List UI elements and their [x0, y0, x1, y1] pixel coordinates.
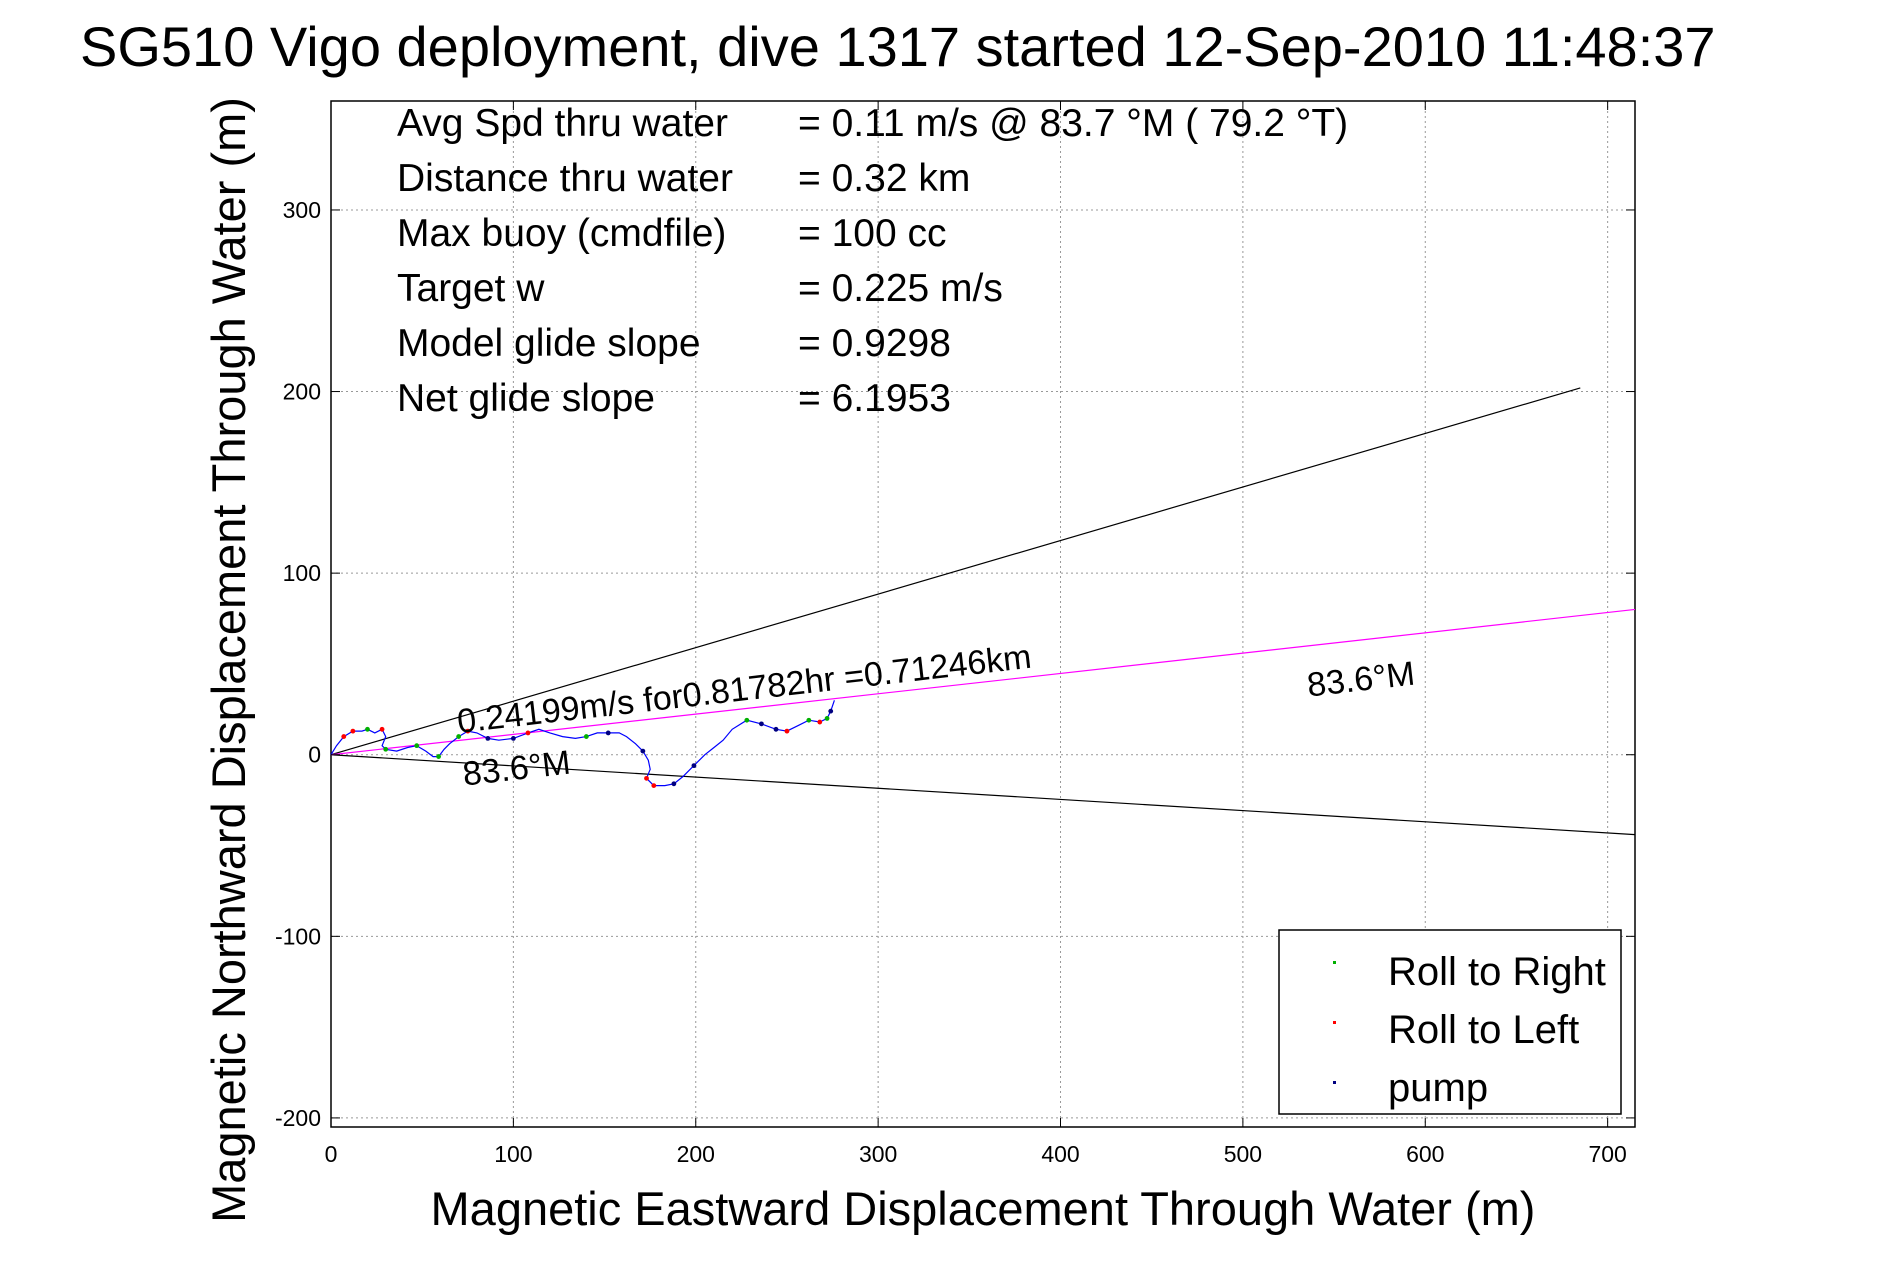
- y-tick-label: 200: [283, 379, 321, 405]
- legend-marker-pump: [1333, 1081, 1336, 1084]
- y-tick-label: -200: [275, 1105, 321, 1131]
- reference-line-1: [330, 754, 1636, 836]
- marker-pump: [691, 763, 697, 769]
- y-tick-label: 0: [308, 742, 321, 768]
- marker-roll-to-left: [379, 726, 385, 732]
- markers: [341, 708, 834, 789]
- y-tick-label: -100: [275, 923, 321, 949]
- x-tick-label: 700: [1588, 1141, 1626, 1167]
- info-label-speed: Avg Spd thru water: [397, 102, 728, 145]
- info-value-buoy: = 100 cc: [798, 212, 947, 255]
- info-label-buoy: Max buoy (cmdfile): [397, 212, 726, 255]
- marker-roll-to-left: [341, 734, 347, 739]
- x-tick-label: 300: [859, 1141, 897, 1167]
- chart-title: SG510 Vigo deployment, dive 1317 started…: [80, 15, 1716, 78]
- marker-pump: [671, 781, 677, 787]
- plot-frame: [330, 100, 1636, 1128]
- marker-roll-to-right: [744, 717, 750, 723]
- info-value-net-glide: = 6.1953: [798, 377, 951, 420]
- x-tick-label: 600: [1406, 1141, 1444, 1167]
- reference-lines: [330, 387, 1636, 836]
- marker-pump: [605, 730, 611, 736]
- info-value-target-w: = 0.225 m/s: [798, 267, 1003, 310]
- marker-pump: [773, 726, 779, 732]
- marker-roll-to-right: [806, 717, 812, 723]
- marker-roll-to-left: [651, 783, 657, 789]
- info-value-speed: = 0.11 m/s @ 83.7 °M ( 79.2 °T): [798, 102, 1348, 145]
- marker-roll-to-right: [414, 743, 420, 749]
- marker-roll-to-left: [784, 728, 790, 734]
- info-label-target-w: Target w: [397, 267, 545, 310]
- marker-roll-to-left: [465, 728, 471, 734]
- marker-roll-to-left: [350, 728, 356, 734]
- x-axis-label: Magnetic Eastward Displacement Through W…: [431, 1182, 1536, 1235]
- marker-roll-to-right: [383, 746, 389, 752]
- marker-pump: [510, 735, 516, 741]
- info-value-model-glide: = 0.9298: [798, 322, 951, 365]
- marker-pump: [485, 735, 491, 741]
- info-label-distance: Distance thru water: [397, 157, 733, 200]
- annotation-2: 83.6°M: [1305, 655, 1417, 705]
- marker-roll-to-left: [525, 730, 531, 736]
- y-axis-label: Magnetic Northward Displacement Through …: [202, 97, 255, 1223]
- ticks: 0 100 200 300 400 500 600 700 -200 -100 0 100 200 300: [275, 101, 1635, 1167]
- legend-marker-roll-left: [1333, 1021, 1336, 1024]
- marker-roll-to-left: [817, 719, 823, 725]
- info-label-net-glide: Net glide slope: [397, 377, 655, 420]
- x-tick-label: 400: [1041, 1141, 1079, 1167]
- x-tick-label: 100: [494, 1141, 532, 1167]
- annotation-1: 83.6°M: [461, 744, 573, 794]
- marker-pump: [828, 708, 834, 714]
- marker-pump: [640, 748, 646, 754]
- marker-roll-to-right: [583, 734, 589, 739]
- annotation-0: 0.24199m/s for0.81782hr =0.71246km: [455, 638, 1033, 741]
- x-tick-label: 500: [1224, 1141, 1262, 1167]
- info-block: Avg Spd thru water = 0.11 m/s @ 83.7 °M …: [397, 102, 1348, 420]
- legend: Roll to Right Roll to Left pump: [1278, 929, 1622, 1115]
- legend-label-roll-left: Roll to Left: [1388, 1008, 1579, 1052]
- x-tick-label: 200: [677, 1141, 715, 1167]
- annotations: 0.24199m/s for0.81782hr =0.71246km83.6°M…: [455, 638, 1417, 794]
- legend-marker-roll-right: [1333, 961, 1336, 964]
- x-tick-label: 0: [325, 1141, 338, 1167]
- y-tick-label: 100: [283, 560, 321, 586]
- marker-roll-to-right: [456, 734, 462, 739]
- y-tick-label: 300: [283, 197, 321, 223]
- marker-roll-to-right: [436, 754, 442, 759]
- marker-roll-to-left: [644, 775, 649, 781]
- reference-line-2: [330, 608, 1636, 756]
- marker-roll-to-right: [365, 726, 370, 732]
- legend-label-pump: pump: [1388, 1066, 1488, 1110]
- reference-line-0: [330, 387, 1581, 756]
- marker-pump: [759, 721, 764, 727]
- legend-label-roll-right: Roll to Right: [1388, 950, 1606, 994]
- info-value-distance: = 0.32 km: [798, 157, 970, 200]
- marker-roll-to-right: [824, 716, 830, 721]
- info-label-model-glide: Model glide slope: [397, 322, 701, 365]
